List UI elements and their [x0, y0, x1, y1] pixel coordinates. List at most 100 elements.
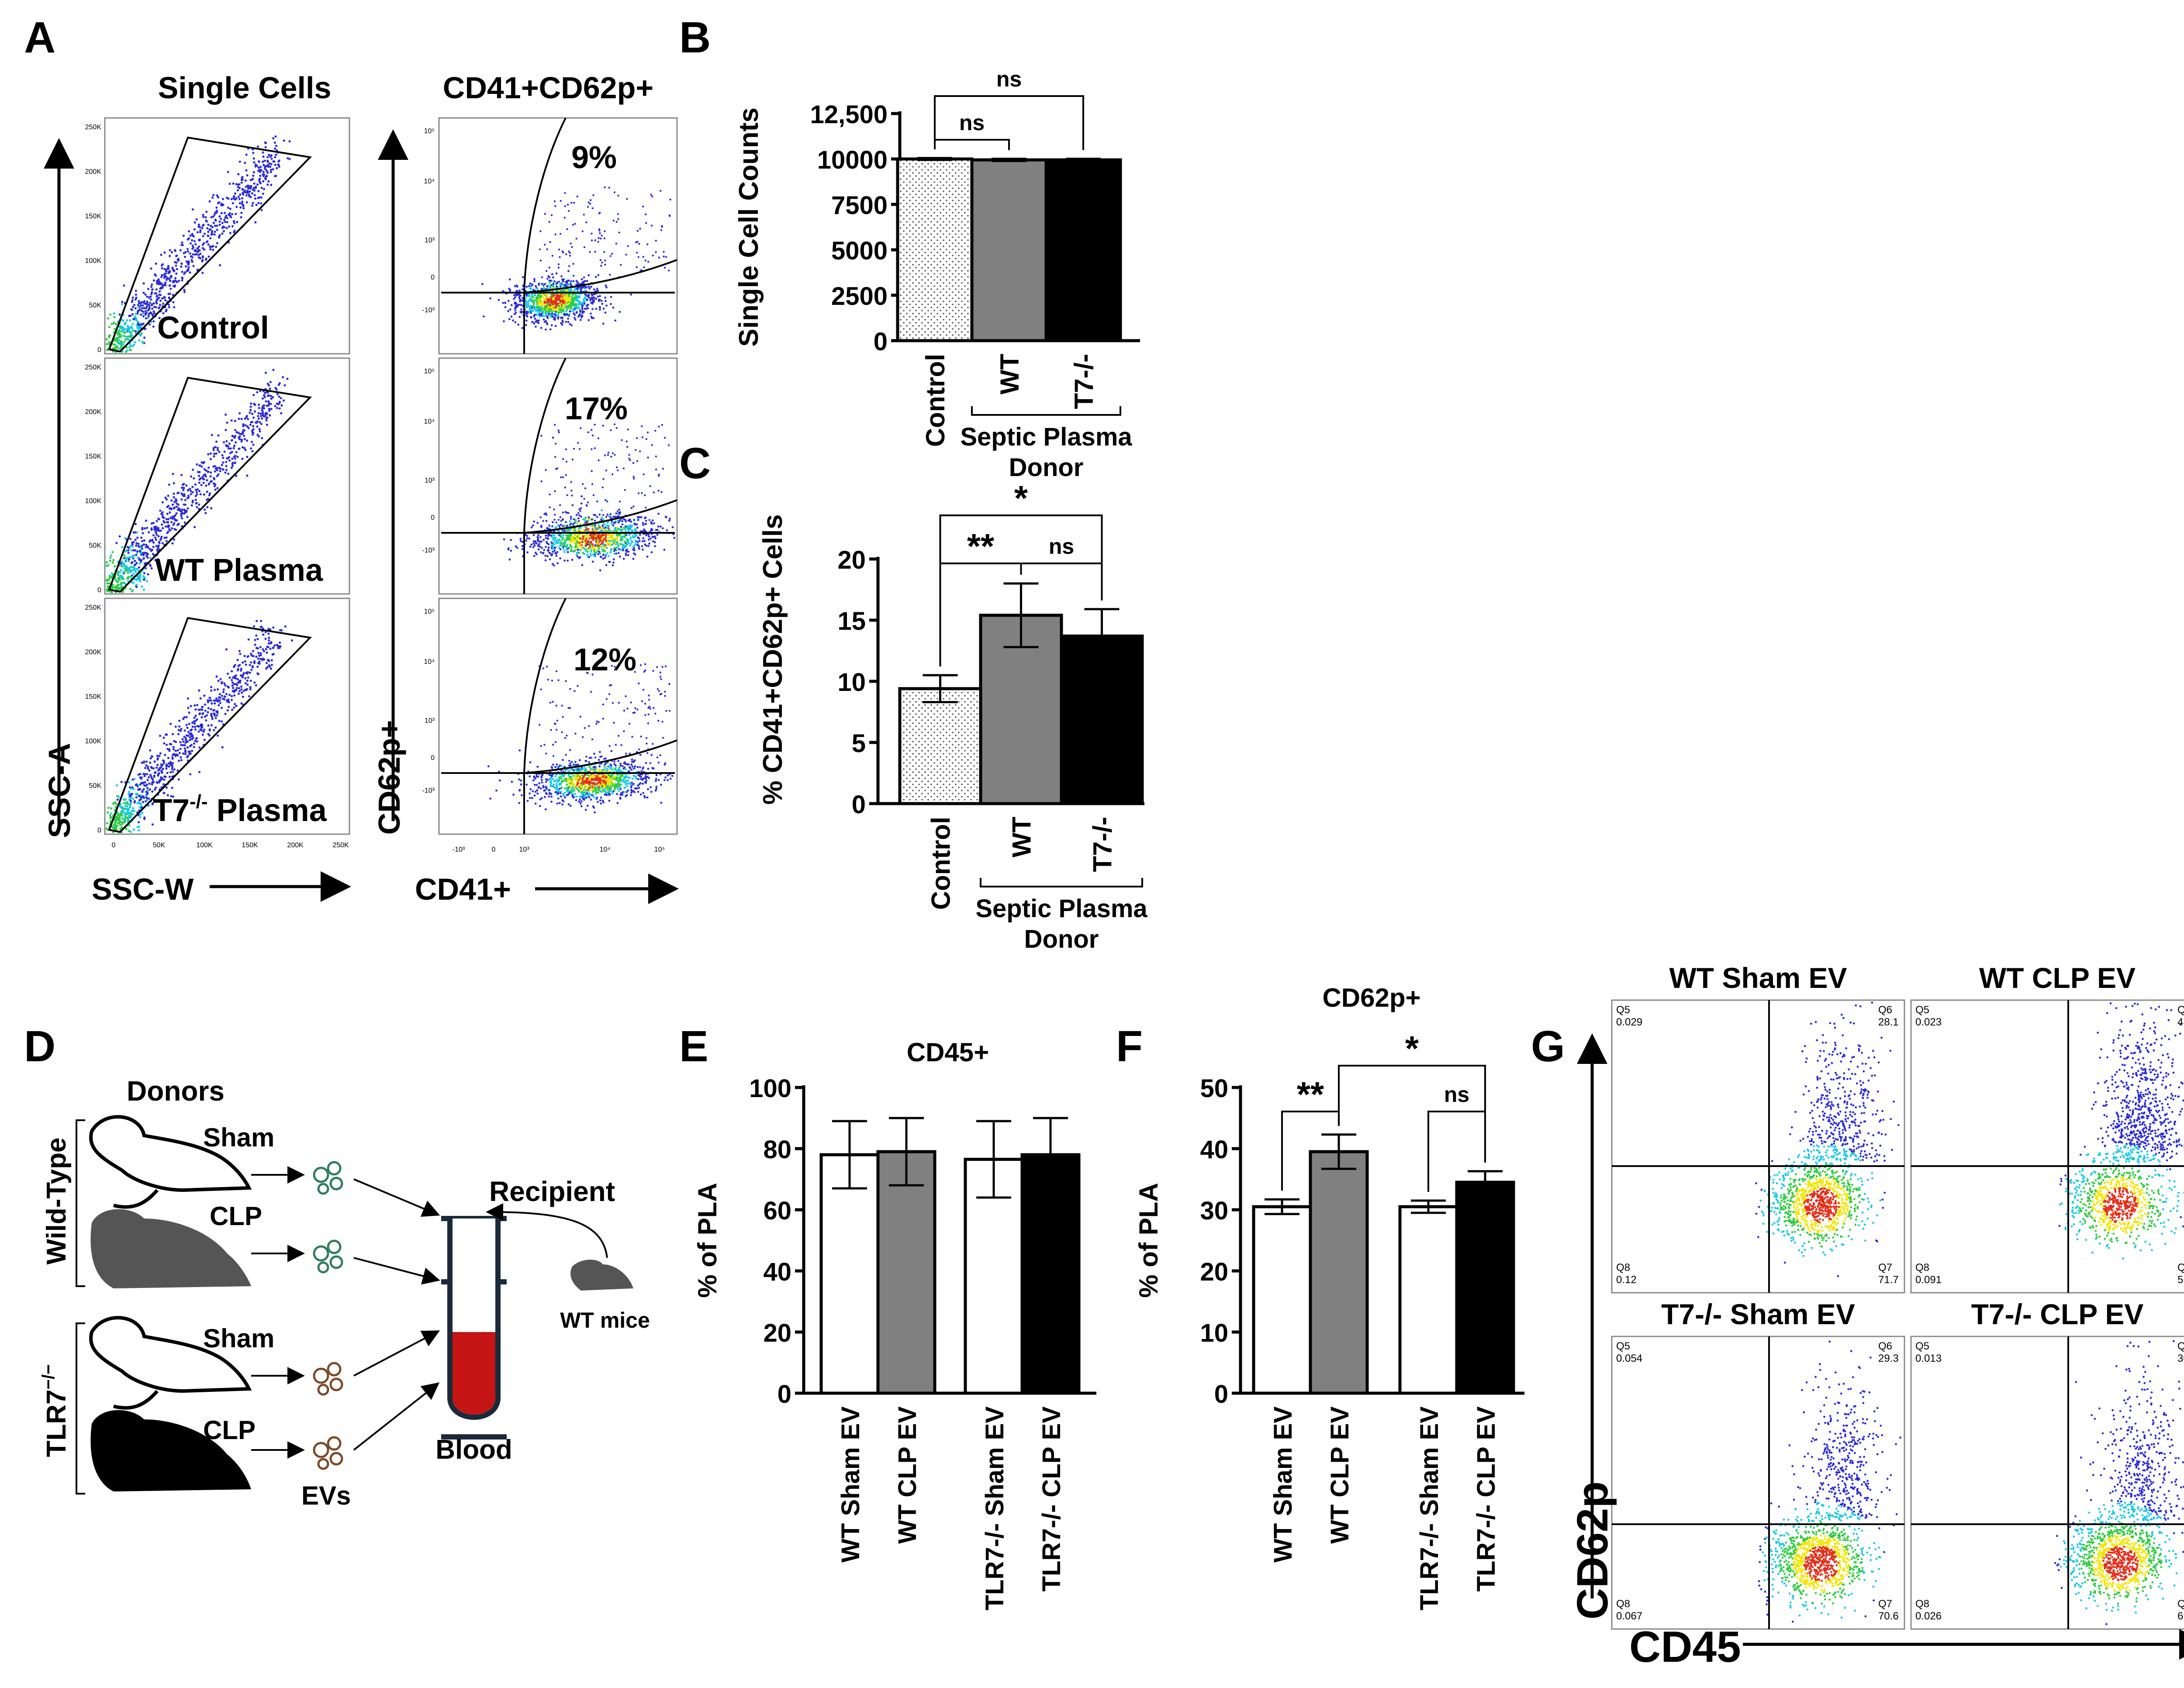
- fl-event-dot: [555, 555, 558, 557]
- ssc-event-dot: [137, 575, 140, 577]
- ssc-event-dot: [249, 409, 252, 411]
- ssc-event-dot: [137, 306, 140, 309]
- fl-event-dot: [624, 528, 626, 531]
- fl-event-dot: [606, 513, 609, 516]
- ssc-event-dot: [209, 452, 212, 455]
- fl-event-dot: [530, 316, 532, 319]
- ssc-event-dot: [180, 511, 183, 513]
- fl-event-dot: [570, 545, 572, 548]
- fl-event-dot: [589, 251, 591, 253]
- ssc-event-dot: [118, 329, 121, 331]
- ssc-event-dot: [160, 253, 162, 256]
- fl-event-dot: [567, 551, 569, 553]
- fl-event-dot: [557, 266, 560, 269]
- ssc-event-dot: [159, 752, 162, 755]
- ssc-event-dot: [222, 230, 225, 232]
- ssc-event-dot: [149, 757, 152, 759]
- ssc-event-dot: [211, 226, 214, 228]
- ssc-event-dot: [186, 726, 189, 729]
- ssc-event-dot: [120, 569, 122, 571]
- fl-event-dot: [642, 524, 645, 526]
- ssc-event-dot: [206, 479, 208, 482]
- fl-event-dot: [576, 195, 578, 198]
- ssc-event-dot: [171, 787, 173, 789]
- ssc-event-dot: [264, 165, 266, 168]
- fl-event-dot: [601, 509, 603, 511]
- fl-event-dot: [512, 319, 514, 322]
- ssc-event-dot: [194, 253, 197, 256]
- fl-event-dot: [549, 241, 551, 243]
- fl-event-dot: [647, 539, 650, 541]
- ssc-event-dot: [180, 756, 182, 759]
- fl-event-dot: [539, 516, 542, 518]
- ssc-event-dot: [137, 322, 139, 325]
- ssc-event-dot: [108, 582, 111, 585]
- ssc-event-dot: [121, 300, 124, 303]
- fl-event-dot: [593, 534, 595, 536]
- ssc-event-dot: [186, 248, 189, 250]
- ssc-event-dot: [274, 147, 276, 150]
- fl-event-dot: [629, 528, 632, 531]
- fl-event-dot: [604, 553, 606, 556]
- fl-event-dot: [625, 552, 627, 555]
- ssc-event-dot: [252, 202, 254, 204]
- ssc-event-dot: [264, 371, 267, 374]
- fl-event-dot: [540, 306, 542, 308]
- fl-event-dot: [553, 508, 555, 511]
- ssc-event-dot: [254, 421, 257, 424]
- fl-event-dot: [530, 543, 533, 546]
- ssc-event-dot: [228, 212, 231, 215]
- fl-event-dot: [546, 278, 549, 280]
- ssc-event-dot: [142, 795, 145, 798]
- ssc-event-dot: [280, 412, 283, 414]
- ssc-event-dot: [256, 420, 259, 423]
- fl-event-dot: [627, 428, 629, 431]
- fl-event-dot: [581, 530, 584, 532]
- fl-event-dot: [553, 539, 555, 542]
- fl-event-dot: [564, 313, 566, 316]
- fl-event-dot: [611, 252, 613, 255]
- fl-event-dot: [660, 229, 663, 231]
- ssc-event-dot: [196, 704, 198, 706]
- ssc-event-dot: [194, 526, 196, 528]
- fl-event-dot: [529, 545, 532, 548]
- ssc-event-dot: [117, 339, 121, 342]
- fl-event-dot: [599, 552, 601, 555]
- ssc-event-dot: [199, 231, 201, 234]
- ssc-event-dot: [253, 681, 256, 684]
- ssc-event-dot: [163, 251, 166, 254]
- ssc-event-dot: [239, 652, 242, 655]
- fl-event-dot: [587, 547, 590, 549]
- fl-event-dot: [621, 539, 623, 541]
- ssc-event-dot: [112, 559, 115, 562]
- ssc-event-dot: [151, 778, 154, 780]
- fl-event-dot: [530, 309, 532, 311]
- ssc-event-dot: [151, 783, 153, 786]
- ssc-event-dot: [237, 173, 240, 176]
- ssc-event-dot: [142, 315, 145, 318]
- fl-event-dot: [591, 302, 594, 305]
- ssc-event-dot: [184, 750, 187, 753]
- ssc-event-dot: [140, 301, 143, 304]
- fl-event-dot: [558, 280, 560, 283]
- fl-event-dot: [629, 536, 632, 539]
- ssc-event-dot: [203, 474, 205, 476]
- ssc-event-dot: [226, 457, 229, 460]
- ssc-event-dot: [167, 762, 170, 765]
- fl-event-dot: [552, 521, 554, 524]
- fl-event-dot: [643, 540, 646, 542]
- ssc-event-dot: [125, 812, 128, 815]
- ssc-event-dot: [226, 221, 228, 224]
- ssc-event-dot: [201, 224, 204, 227]
- ssc-event-dot: [211, 702, 213, 705]
- ssc-event-dot: [119, 823, 122, 826]
- ssc-event-dot: [150, 267, 152, 270]
- ssc-event-dot: [267, 642, 270, 645]
- ssc-event-dot: [211, 233, 214, 235]
- fl-event-dot: [590, 312, 592, 315]
- ssc-event-dot: [265, 667, 268, 670]
- ssc-event-dot: [269, 665, 271, 668]
- ssc-event-dot: [128, 558, 131, 560]
- ssc-event-dot: [148, 304, 151, 307]
- ssc-event-dot: [151, 539, 154, 541]
